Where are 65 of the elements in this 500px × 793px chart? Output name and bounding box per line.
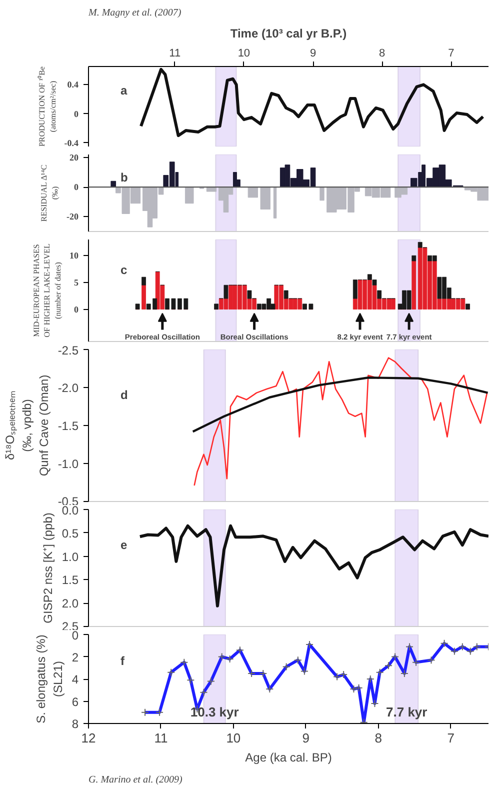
- annotation: e: [120, 538, 128, 552]
- band-label: 10.3 kyr: [190, 704, 239, 720]
- bar: [214, 304, 219, 310]
- bar: [142, 276, 146, 286]
- bar: [466, 304, 470, 310]
- y-tick-label: -20: [66, 212, 79, 222]
- x-tick-label: 8: [374, 730, 382, 746]
- y-tick-label: 20: [70, 152, 79, 162]
- x-tick-label: 11: [154, 730, 168, 746]
- x-tick-label: 7: [448, 48, 454, 60]
- y-tick-label: -2.0: [58, 381, 79, 395]
- bar: [142, 284, 146, 310]
- line-series: [140, 68, 484, 138]
- y-tick-label: -0.4: [64, 138, 79, 148]
- line-series: [194, 357, 488, 486]
- y-tick-label: -2.5: [58, 344, 79, 358]
- y-tick-label: 1.5: [62, 573, 79, 588]
- y-axis-title: PRODUCTION OF ¹⁰Be (atoms/cm²/sec): [37, 66, 58, 147]
- y-tick-label: 5: [74, 277, 79, 288]
- bar: [412, 260, 416, 310]
- x-tick-label: 7: [447, 730, 454, 746]
- x-tick-label: 10: [238, 48, 250, 60]
- y-tick-label: 6: [72, 694, 79, 709]
- y-tick-label: -1.0: [58, 457, 79, 471]
- y-axis-title: GISP2 nss [K⁺] (ppb): [40, 512, 55, 624]
- annotation: c: [120, 263, 128, 278]
- band-label: 7.7 kyr: [386, 704, 428, 720]
- x-axis-title: Time (10³ cal yr B.P.): [230, 26, 347, 40]
- bar: [377, 290, 382, 299]
- line-series: [192, 376, 488, 433]
- y-axis-title: δ¹⁸Oₛₚₑₗₑₒₜₕₑₘ (‰, vpdb) Qunf Cave (Oman): [3, 374, 51, 476]
- x-tick-label: 10: [226, 730, 241, 746]
- text: M. Magny et al. (2007): [88, 8, 182, 18]
- bar: [412, 255, 416, 262]
- annotation: f: [120, 654, 126, 668]
- y-tick-label: 4: [72, 672, 79, 686]
- x-tick-label: 8: [379, 48, 386, 60]
- annotation: b: [120, 170, 128, 185]
- y-tick-label: 0: [72, 628, 79, 642]
- y-axis-title: RESIDUAL Δ¹⁴C (‰): [40, 164, 60, 222]
- y-tick-label: 0.0: [62, 504, 79, 518]
- x-tick-label: 9: [310, 48, 316, 60]
- bar: [135, 304, 140, 310]
- line-series: [138, 524, 488, 608]
- y-tick-label: 0: [74, 108, 79, 119]
- text: G. Marino et al. (2009): [88, 774, 184, 786]
- y-tick-label: 0.5: [62, 526, 79, 540]
- x-tick-label: 11: [169, 48, 181, 60]
- y-tick-label: 2: [72, 650, 79, 664]
- x-tick-label: 9: [302, 730, 310, 746]
- annotation: d: [120, 388, 128, 402]
- y-tick-label: 2.0: [62, 596, 79, 611]
- y-tick-label: -1.5: [58, 419, 79, 433]
- y-axis-title: S. elongatus (%) (SL21): [34, 634, 65, 724]
- y-tick-label: 0.4: [67, 80, 79, 90]
- annotation: a: [120, 84, 128, 98]
- bar: [390, 298, 396, 310]
- y-axis-title: MID-EUROPEAN PHASES OF HIGHER LAKE-LEVEL (number of dates): [32, 244, 62, 338]
- y-tick-label: 1.0: [62, 550, 79, 564]
- x-tick-label: 12: [81, 730, 96, 746]
- y-tick-label: 0: [74, 304, 79, 314]
- x-axis-title: Age (ka cal. BP): [245, 750, 332, 764]
- y-tick-label: 10: [70, 250, 79, 261]
- y-tick-label: 8: [72, 717, 79, 731]
- y-tick-label: 0: [74, 182, 79, 192]
